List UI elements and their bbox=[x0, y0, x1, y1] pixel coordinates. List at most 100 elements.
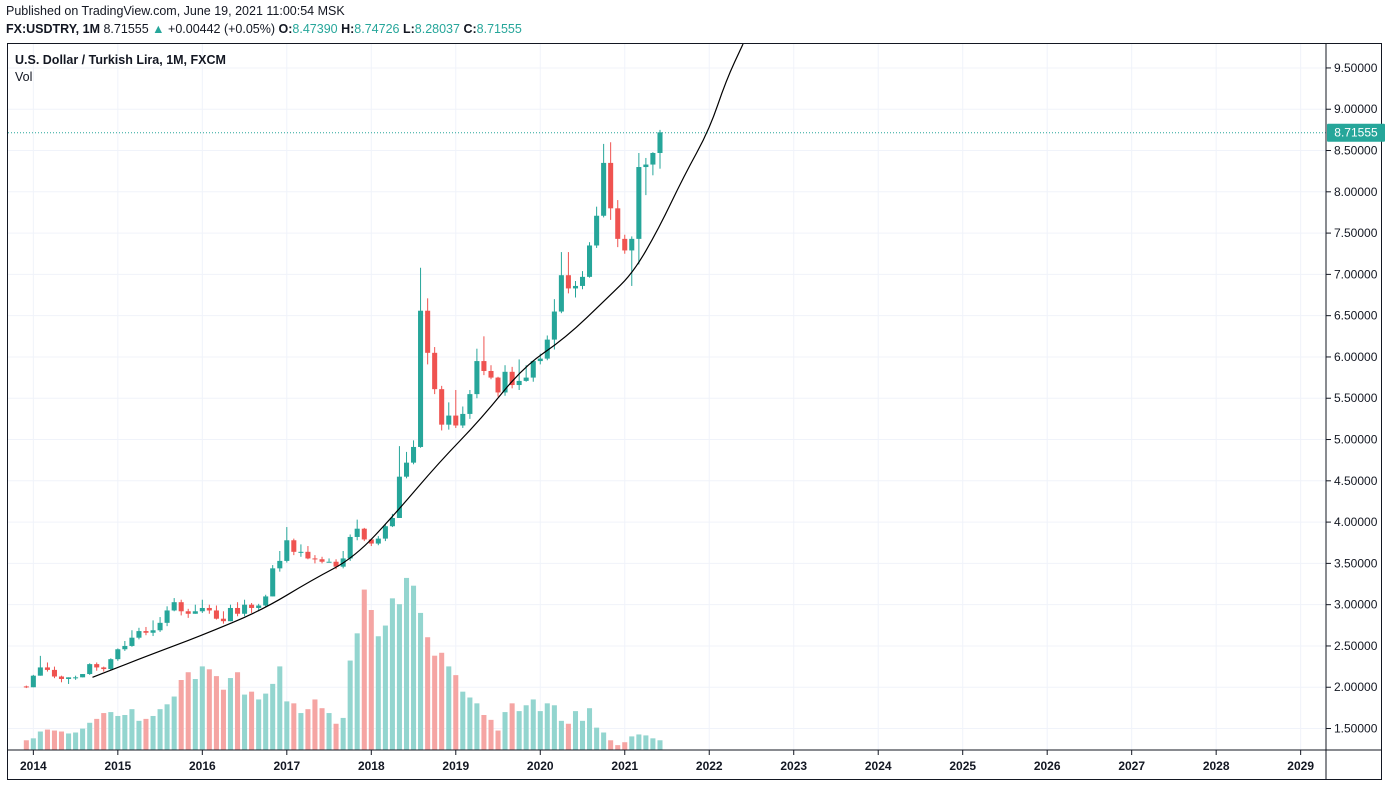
candle-body bbox=[572, 285, 579, 289]
close-value: 8.71555 bbox=[476, 22, 522, 36]
price-tick-label: 3.00000 bbox=[1334, 598, 1378, 612]
volume-bar bbox=[58, 731, 65, 750]
candle-body bbox=[439, 389, 445, 425]
candle-body bbox=[474, 361, 480, 395]
volume-bar bbox=[579, 720, 586, 750]
candle-body bbox=[115, 649, 121, 660]
volume-bar bbox=[94, 718, 100, 750]
volume-bar bbox=[418, 612, 424, 750]
volume-bar bbox=[354, 633, 360, 750]
candle-body bbox=[326, 561, 332, 563]
candle-body bbox=[389, 517, 395, 527]
candle-body bbox=[192, 611, 198, 614]
volume-bar bbox=[150, 715, 156, 750]
time-axis[interactable]: 2014 2015 2016 2017 2018 2019 2020 2021 2022 2023… bbox=[20, 750, 1314, 773]
candle-body bbox=[502, 371, 508, 393]
volume-bar bbox=[249, 691, 255, 750]
volume-bar bbox=[643, 735, 649, 750]
candle-body bbox=[587, 245, 593, 277]
candle-body bbox=[594, 215, 600, 246]
volume-bar bbox=[256, 699, 262, 750]
volume-bar bbox=[66, 733, 72, 750]
time-tick-label: 2016 bbox=[189, 759, 216, 773]
candle-body bbox=[453, 415, 459, 426]
volume-bar bbox=[432, 655, 438, 750]
candle-body bbox=[87, 664, 93, 675]
candlesticks bbox=[23, 129, 663, 689]
candle-body bbox=[220, 618, 226, 622]
price-axis[interactable]: 9.50000 9.00000 8.50000 8.00000 7.50000 7.000… bbox=[1326, 61, 1385, 736]
candle-body bbox=[235, 607, 241, 614]
candle-body bbox=[432, 352, 438, 390]
candle-body bbox=[51, 669, 57, 677]
volume-bar bbox=[235, 672, 241, 750]
candle-body bbox=[537, 358, 543, 362]
candle-body bbox=[629, 238, 635, 251]
candle-body bbox=[565, 275, 571, 289]
volume-bar bbox=[136, 720, 142, 750]
time-tick-label: 2029 bbox=[1287, 759, 1314, 773]
candle-body bbox=[382, 526, 388, 539]
published-note: Published on TradingView.com, June 19, 2… bbox=[6, 4, 345, 18]
volume-bar bbox=[495, 730, 501, 750]
volume-bar bbox=[220, 689, 226, 750]
candle-body bbox=[101, 667, 107, 670]
candle-body bbox=[298, 551, 304, 553]
volume-bar bbox=[502, 712, 508, 750]
candle-body bbox=[30, 675, 36, 688]
volume-bar bbox=[326, 713, 332, 750]
candle-body bbox=[657, 132, 663, 153]
candle-body bbox=[227, 607, 233, 622]
volume-bar bbox=[115, 715, 121, 750]
price-tick-label: 8.00000 bbox=[1334, 185, 1378, 199]
candle-body bbox=[80, 674, 86, 678]
candle-body bbox=[185, 611, 191, 614]
volume-bar bbox=[565, 723, 571, 750]
candle-body bbox=[523, 377, 529, 381]
open-label: O: bbox=[278, 22, 293, 36]
candle-body bbox=[129, 637, 135, 646]
volume-bar bbox=[558, 720, 564, 750]
volume-bar bbox=[284, 701, 290, 750]
candle-body bbox=[425, 310, 431, 353]
candle-body bbox=[354, 528, 360, 537]
volume-bar bbox=[460, 691, 466, 750]
volume-bar bbox=[23, 740, 29, 750]
chart-grid bbox=[8, 44, 1326, 750]
chart-title: U.S. Dollar / Turkish Lira, 1M, FXCM bbox=[15, 53, 226, 67]
volume-bar bbox=[270, 683, 276, 750]
candle-body bbox=[530, 361, 536, 378]
volume-bar bbox=[108, 712, 114, 750]
candle-body bbox=[199, 607, 205, 612]
volume-bar bbox=[333, 723, 339, 750]
volume-bar bbox=[178, 680, 184, 750]
volume-bar bbox=[87, 722, 93, 750]
volume-bar bbox=[453, 675, 459, 750]
volume-bar bbox=[305, 709, 311, 750]
price-tick-label: 6.00000 bbox=[1334, 350, 1378, 364]
high-label: H: bbox=[341, 22, 355, 36]
symbol-label[interactable]: FX:USDTRY, 1M bbox=[6, 22, 100, 36]
price-tick-label: 6.50000 bbox=[1334, 309, 1378, 323]
volume-bar bbox=[361, 589, 367, 750]
volume-bar bbox=[347, 660, 353, 750]
close-label: C: bbox=[463, 22, 477, 36]
candle-body bbox=[551, 311, 557, 340]
volume-bar bbox=[199, 666, 205, 750]
candle-body bbox=[622, 238, 628, 251]
volume-bar bbox=[382, 625, 388, 750]
candle-body bbox=[418, 310, 424, 447]
volume-bar bbox=[192, 679, 198, 750]
volume-bar bbox=[587, 708, 593, 750]
time-tick-label: 2021 bbox=[611, 759, 638, 773]
high-value: 8.74726 bbox=[354, 22, 400, 36]
price-tick-label: 9.50000 bbox=[1334, 61, 1378, 75]
price-tick-label: 8.50000 bbox=[1334, 144, 1378, 158]
volume-bar bbox=[594, 727, 600, 750]
volume-bar bbox=[80, 728, 86, 750]
trend-curve-path bbox=[92, 44, 744, 678]
candle-body bbox=[544, 339, 550, 359]
candle-body bbox=[481, 361, 487, 371]
price-tick-label: 1.50000 bbox=[1334, 722, 1378, 736]
